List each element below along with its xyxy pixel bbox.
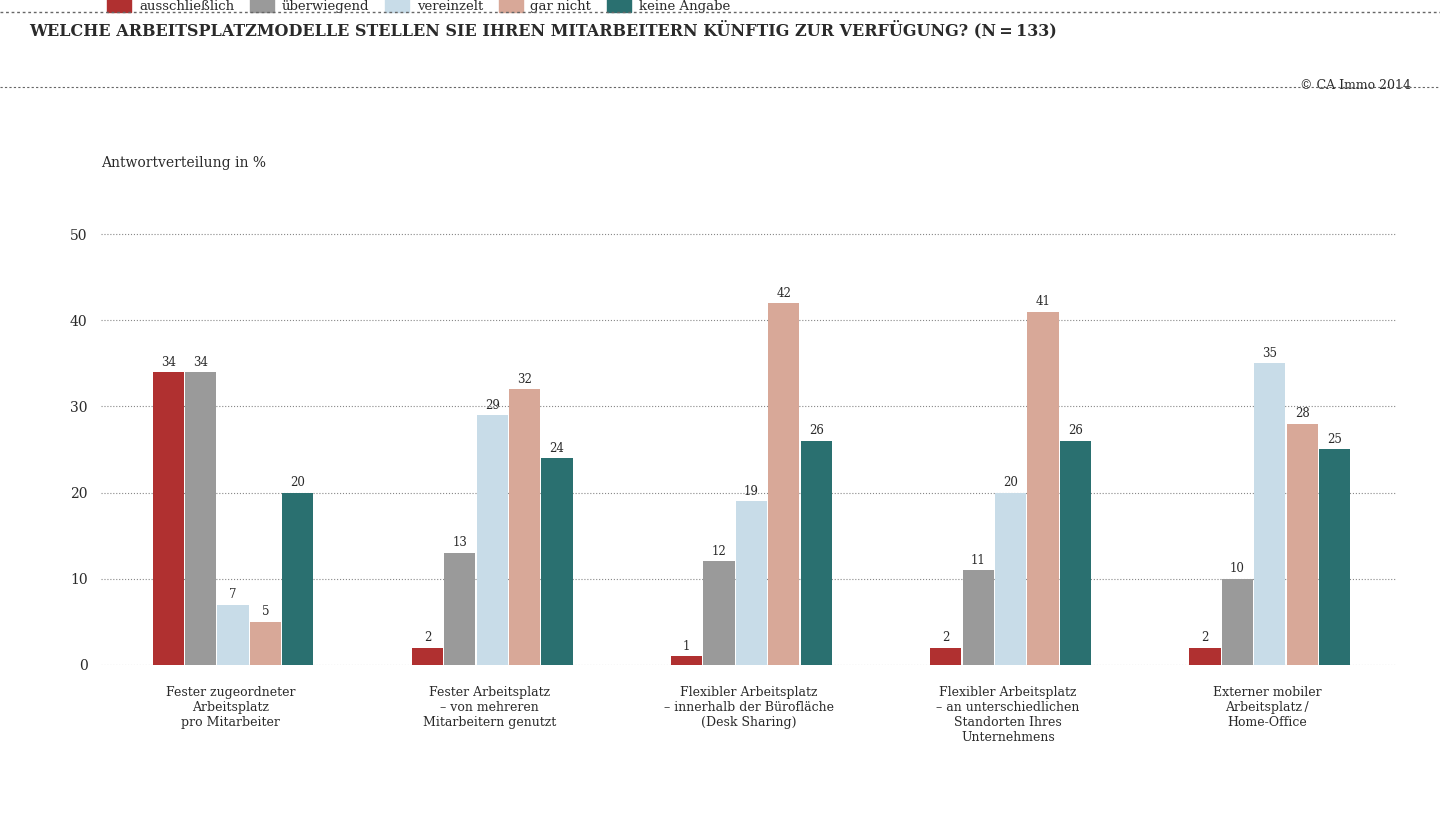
- Bar: [995, 493, 1027, 665]
- Bar: [217, 604, 249, 665]
- Bar: [1189, 647, 1221, 665]
- Text: 2: 2: [423, 631, 431, 644]
- Bar: [1254, 363, 1286, 665]
- Text: 34: 34: [161, 356, 176, 368]
- Text: 42: 42: [776, 287, 791, 300]
- Bar: [769, 303, 799, 665]
- Bar: [510, 389, 540, 665]
- Bar: [1027, 312, 1058, 665]
- Bar: [1221, 578, 1253, 665]
- Text: 2: 2: [1201, 631, 1208, 644]
- Text: 34: 34: [193, 356, 209, 368]
- Text: 35: 35: [1263, 347, 1277, 360]
- Legend: ausschließlich, überwiegend, vereinzelt, gar nicht, keine Angabe: ausschließlich, überwiegend, vereinzelt,…: [108, 0, 730, 13]
- Bar: [962, 570, 994, 665]
- Text: 13: 13: [452, 536, 467, 549]
- Text: 20: 20: [1004, 476, 1018, 489]
- Bar: [541, 458, 573, 665]
- Bar: [801, 441, 832, 665]
- Bar: [1319, 450, 1351, 665]
- Text: 24: 24: [550, 441, 564, 455]
- Text: Antwortverteilung in %: Antwortverteilung in %: [101, 156, 266, 170]
- Bar: [251, 622, 281, 665]
- Bar: [477, 415, 508, 665]
- Text: 26: 26: [1068, 425, 1083, 437]
- Text: 41: 41: [1035, 295, 1050, 308]
- Bar: [671, 656, 703, 665]
- Bar: [1060, 441, 1092, 665]
- Bar: [153, 372, 184, 665]
- Text: 25: 25: [1328, 433, 1342, 446]
- Text: 26: 26: [809, 425, 824, 437]
- Text: 28: 28: [1295, 407, 1309, 420]
- Text: 19: 19: [744, 484, 759, 498]
- Bar: [282, 493, 314, 665]
- Bar: [736, 501, 768, 665]
- Bar: [186, 372, 216, 665]
- Text: 32: 32: [517, 373, 531, 386]
- Text: 7: 7: [229, 588, 236, 601]
- Text: 1: 1: [683, 640, 690, 652]
- Text: 2: 2: [942, 631, 949, 644]
- Text: 20: 20: [291, 476, 305, 489]
- Text: 10: 10: [1230, 563, 1244, 575]
- Text: © CA Immo 2014: © CA Immo 2014: [1300, 79, 1411, 92]
- Bar: [930, 647, 962, 665]
- Bar: [412, 647, 444, 665]
- Text: 12: 12: [711, 545, 726, 558]
- Text: WELCHE ARBEITSPLATZMODELLE STELLEN SIE IHREN MITARBEITERN KÜNFTIG ZUR VERFÜGUNG?: WELCHE ARBEITSPLATZMODELLE STELLEN SIE I…: [29, 21, 1057, 39]
- Text: 11: 11: [971, 553, 985, 567]
- Bar: [444, 553, 475, 665]
- Text: 29: 29: [485, 399, 500, 411]
- Bar: [703, 562, 734, 665]
- Text: 5: 5: [262, 605, 269, 618]
- Bar: [1287, 424, 1318, 665]
